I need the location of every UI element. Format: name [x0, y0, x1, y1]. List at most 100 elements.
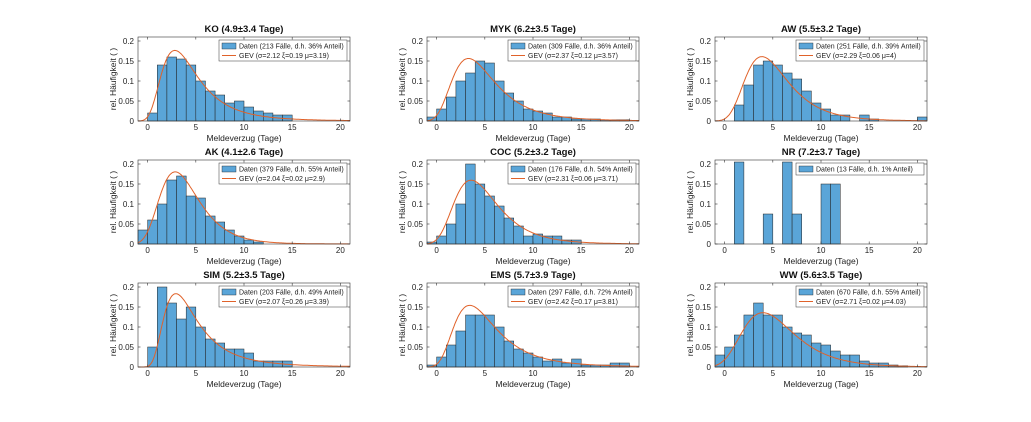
legend-line-label: GEV (σ=2.07 ξ=0.26 μ=3.39) — [239, 299, 329, 306]
y-tick-label: 0.1 — [412, 323, 424, 332]
x-tick-label: 10 — [240, 369, 249, 378]
histogram-bar — [157, 203, 168, 245]
y-tick-label: 0.2 — [412, 37, 424, 46]
histogram-bar — [791, 332, 802, 368]
x-tick-label: 0 — [145, 369, 150, 378]
legend-bars-label: Daten (13 Fälle, d.h. 1% Anteil) — [816, 167, 913, 174]
y-axis-label: rel. Häufigkeit ( ) — [108, 171, 118, 234]
y-axis-label: rel. Häufigkeit ( ) — [397, 171, 407, 234]
histogram-bar — [561, 362, 572, 368]
histogram-bar — [762, 60, 774, 122]
histogram-bar — [724, 346, 735, 368]
y-tick-label: 0.05 — [407, 97, 423, 106]
histogram-bar — [811, 102, 822, 122]
x-tick-label: 5 — [771, 246, 776, 255]
subplot-title: AW (5.5±3.2 Tage) — [781, 24, 861, 35]
histogram-bar — [166, 302, 177, 368]
histogram-bar — [185, 195, 197, 245]
x-tick-label: 15 — [865, 246, 874, 255]
y-tick-label: 0.05 — [695, 220, 711, 229]
subplot-title: KO (4.9±3.4 Tage) — [205, 24, 284, 35]
legend-line-label: GEV (σ=2.12 ξ=0.19 μ=3.19) — [239, 53, 329, 60]
histogram-bar — [455, 80, 466, 122]
y-tick-label: 0 — [130, 117, 135, 126]
legend-box — [795, 162, 925, 176]
y-tick-label: 0.1 — [123, 323, 135, 332]
histogram-bar — [243, 239, 254, 245]
y-tick-label: 0.15 — [695, 303, 711, 312]
legend-box — [218, 162, 348, 185]
y-tick-label: 0.15 — [118, 303, 134, 312]
y-tick-label: 0.05 — [118, 220, 134, 229]
x-tick-label: 0 — [722, 369, 727, 378]
legend-box — [507, 39, 637, 62]
legend-line-label: GEV (σ=2.29 ξ=0.06 μ=4) — [816, 53, 896, 60]
legend-bar-swatch — [510, 165, 526, 173]
y-tick-label: 0.15 — [407, 180, 423, 189]
histogram-bar — [801, 90, 812, 122]
histogram-bar — [571, 118, 582, 122]
x-axis-label: Meldeverzug (Tage) — [783, 379, 858, 389]
legend-box — [218, 285, 348, 308]
legend-bar-swatch — [798, 288, 814, 296]
histogram-bar — [762, 213, 774, 245]
y-tick-label: 0.2 — [412, 283, 424, 292]
y-tick-label: 0.1 — [412, 200, 424, 209]
y-tick-label: 0.1 — [123, 77, 135, 86]
x-tick-label: 15 — [577, 123, 586, 132]
y-tick-label: 0.05 — [407, 343, 423, 352]
y-tick-label: 0.15 — [407, 57, 423, 66]
histogram-bar — [176, 58, 187, 122]
y-axis-label: rel. Häufigkeit ( ) — [685, 48, 695, 111]
y-tick-label: 0.1 — [123, 200, 135, 209]
legend-bar-swatch — [798, 165, 814, 173]
histogram-bar — [446, 344, 457, 368]
subplot-title: EMS (5.7±3.9 Tage) — [490, 270, 575, 281]
legend-box — [795, 285, 925, 308]
legend-bar-swatch — [221, 42, 237, 50]
histogram-bar — [513, 225, 524, 245]
y-tick-label: 0 — [707, 240, 712, 249]
x-tick-label: 20 — [625, 246, 634, 255]
y-tick-label: 0.15 — [695, 180, 711, 189]
histogram-bar — [253, 241, 264, 245]
x-tick-label: 0 — [434, 369, 439, 378]
x-tick-label: 10 — [817, 123, 826, 132]
x-tick-label: 15 — [288, 369, 297, 378]
y-axis-label: rel. Häufigkeit ( ) — [397, 48, 407, 111]
histogram-bar — [830, 183, 841, 245]
y-tick-label: 0.15 — [118, 180, 134, 189]
histogram-bar — [791, 213, 802, 245]
histogram-bar — [436, 108, 447, 122]
x-axis-label: Meldeverzug (Tage) — [495, 256, 570, 266]
x-axis-label: Meldeverzug (Tage) — [206, 133, 281, 143]
y-tick-label: 0.1 — [700, 200, 712, 209]
y-tick-label: 0.2 — [700, 160, 712, 169]
histogram-bar — [205, 338, 216, 368]
subplot-title: WW (5.6±3.5 Tage) — [780, 270, 863, 281]
histogram-bar — [753, 64, 764, 122]
histogram-bar — [609, 362, 620, 368]
histogram-bar — [484, 195, 495, 245]
subplot-title: MYK (6.2±3.5 Tage) — [490, 24, 576, 35]
x-tick-label: 10 — [240, 123, 249, 132]
histogram-bar — [484, 314, 495, 368]
gev-fit-line — [426, 304, 639, 368]
x-tick-label: 10 — [529, 123, 538, 132]
subplot-4: AK (4.1±2.6 Tage) 0 5 10 15 20 0 0.05 0.1 0.15 0.2… — [108, 147, 351, 266]
histogram-bar — [782, 326, 793, 368]
histogram-bar — [166, 56, 177, 122]
gev-fit-line — [715, 56, 927, 122]
legend-bars-label: Daten (309 Fälle, d.h. 36% Anteil) — [528, 44, 633, 51]
y-axis-label: rel. Häufigkeit ( ) — [685, 294, 695, 357]
y-tick-label: 0 — [707, 363, 712, 372]
legend-bar-swatch — [510, 288, 526, 296]
histogram-bar — [503, 92, 514, 122]
y-axis-label: rel. Häufigkeit ( ) — [685, 171, 695, 234]
x-tick-label: 15 — [865, 369, 874, 378]
histogram-bar — [474, 60, 486, 122]
legend-line-label: GEV (σ=2.04 ξ=0.02 μ=2.9) — [239, 176, 325, 183]
y-tick-label: 0 — [707, 117, 712, 126]
histogram-bar — [166, 179, 177, 245]
